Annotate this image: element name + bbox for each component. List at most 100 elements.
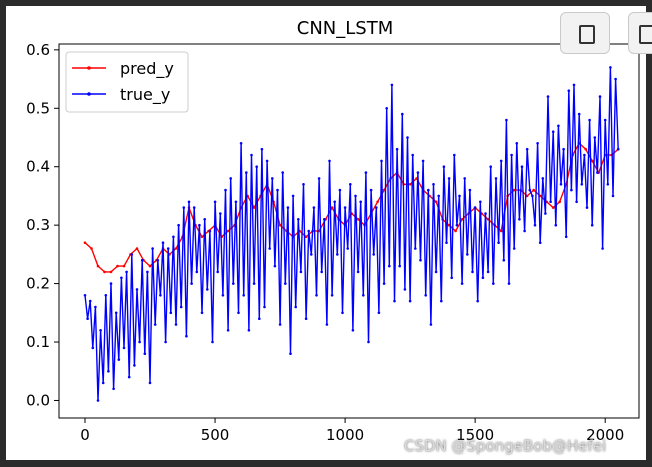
data-point: [278, 323, 282, 326]
copy-icon: [575, 21, 595, 44]
data-point: [454, 229, 457, 233]
data-point: [609, 66, 612, 69]
data-point: [499, 229, 503, 233]
data-point: [429, 323, 433, 326]
data-point: [268, 247, 272, 250]
data-point: [206, 288, 209, 291]
data-point: [486, 270, 490, 274]
data-point: [130, 253, 134, 256]
data-point: [320, 270, 324, 274]
data-point: [88, 299, 92, 303]
data-point: [447, 177, 451, 180]
data-point: [122, 264, 126, 268]
data-point: [385, 107, 389, 110]
data-point: [245, 171, 248, 174]
data-point: [169, 311, 173, 315]
data-point: [148, 381, 152, 385]
data-point: [195, 270, 199, 274]
data-point: [455, 223, 459, 227]
data-point: [523, 229, 526, 233]
data-point: [598, 95, 602, 98]
data-point: [437, 194, 441, 198]
data-point: [551, 130, 555, 133]
data-point: [414, 247, 417, 250]
data-point: [255, 165, 258, 168]
data-point: [479, 200, 482, 204]
x-tick-label: 1500: [456, 426, 494, 444]
data-point: [328, 159, 331, 163]
data-point: [96, 264, 100, 268]
data-point: [107, 370, 110, 373]
data-point: [192, 206, 196, 209]
series-layer: [83, 66, 620, 402]
data-point: [544, 212, 547, 215]
data-point: [359, 200, 363, 204]
data-point: [577, 112, 581, 116]
data-point: [427, 188, 430, 192]
data-point: [237, 311, 240, 315]
data-point: [219, 212, 222, 215]
data-point: [403, 288, 407, 291]
data-point: [558, 200, 561, 204]
data-point: [380, 159, 383, 163]
data-point: [276, 188, 279, 192]
data-point: [174, 323, 178, 326]
data-point: [103, 270, 106, 274]
data-point: [258, 317, 261, 321]
data-point: [138, 340, 141, 344]
data-point: [354, 194, 357, 198]
data-point: [510, 153, 513, 157]
data-point: [291, 194, 295, 198]
data-point: [307, 229, 311, 233]
data-point: [551, 206, 555, 209]
data-point: [187, 200, 191, 204]
data-point: [528, 188, 532, 192]
data-point: [512, 188, 516, 192]
data-point: [460, 282, 464, 285]
data-point: [91, 346, 95, 350]
data-point: [330, 206, 334, 209]
data-point: [294, 305, 298, 309]
data-point: [580, 183, 584, 186]
data-point: [369, 188, 373, 192]
plot-panel: CNN_LSTM 0 500 1000 1500 2000 0.0 0.1 0.2 0.3 0.4…: [6, 6, 646, 460]
data-point: [312, 206, 316, 209]
data-point: [133, 364, 136, 367]
data-point: [590, 223, 594, 227]
copy-button-2[interactable]: [628, 12, 652, 54]
data-point: [229, 177, 232, 180]
data-point: [538, 241, 542, 244]
data-point: [453, 153, 456, 157]
y-tick-label: 0.0: [26, 391, 50, 409]
data-point: [341, 311, 344, 315]
data-point: [408, 183, 412, 186]
data-point: [177, 223, 180, 227]
copy-button[interactable]: [560, 12, 610, 54]
data-point: [572, 83, 576, 87]
data-point: [458, 194, 461, 198]
data-point: [575, 200, 578, 204]
data-point: [174, 247, 178, 250]
data-point: [349, 183, 352, 186]
data-point: [356, 218, 360, 221]
data-point: [161, 241, 165, 244]
data-point: [185, 334, 188, 338]
data-point: [101, 381, 105, 385]
data-point: [281, 171, 285, 174]
data-point: [135, 247, 139, 250]
data-point: [96, 399, 100, 402]
data-point: [507, 282, 511, 285]
data-point: [567, 89, 571, 92]
data-point: [533, 223, 537, 227]
data-point: [376, 200, 379, 204]
data-point: [117, 358, 121, 361]
data-point: [109, 270, 113, 274]
data-point: [536, 142, 539, 145]
data-point: [525, 147, 529, 151]
axis-ticks: 0 500 1000 1500 2000 0.0 0.1 0.2 0.3 0.4 0.5 0.6: [26, 41, 624, 444]
data-point: [606, 183, 610, 186]
data-point: [559, 183, 563, 186]
data-point: [411, 153, 415, 157]
data-point: [512, 247, 516, 250]
y-tick-label: 0.1: [26, 333, 50, 351]
